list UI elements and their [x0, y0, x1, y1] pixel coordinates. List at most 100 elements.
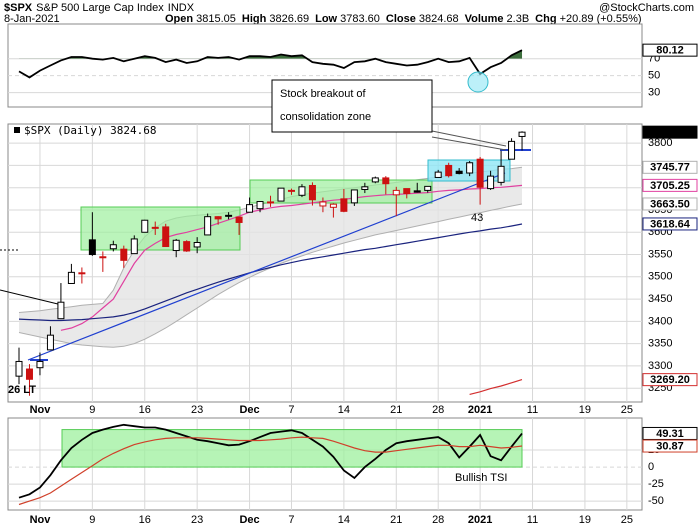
legend: $SPX (Daily) 3824.68: [24, 124, 156, 137]
callout-arrow: [431, 130, 507, 147]
value-box: [642, 160, 698, 174]
candle-body: [434, 171, 442, 178]
stat-label: Volume: [465, 13, 504, 25]
header-title: $SPX S&P 500 Large Cap Index INDX: [4, 2, 195, 14]
x-tick-label: Dec: [239, 404, 259, 416]
x-tick-label: 11: [527, 404, 538, 416]
candle-body: [151, 226, 159, 229]
candle-body: [214, 216, 222, 220]
y-tick-label: 3400: [648, 315, 672, 327]
candle-body: [340, 198, 348, 212]
series-line: [18, 49, 523, 79]
source: @StockCharts.com: [599, 2, 694, 14]
x-tick-label: 11: [527, 514, 538, 526]
candle-body: [256, 201, 264, 210]
value-box: [642, 426, 698, 440]
candle-body: [246, 204, 254, 213]
x-tick-label: Nov: [30, 514, 52, 526]
candle-body: [287, 189, 295, 192]
consolidation-zone: [80, 206, 241, 251]
stat-value: 3826.69: [269, 13, 309, 25]
stat-label: Close: [386, 13, 416, 25]
x-tick-label: 23: [191, 404, 203, 416]
rsi-note: 43: [471, 212, 483, 224]
candle-body: [455, 170, 463, 174]
candle-body: [329, 203, 337, 208]
candle-body: [25, 368, 33, 380]
candle-body: [57, 301, 65, 320]
candle-body: [308, 184, 316, 201]
value-box: [642, 373, 698, 387]
overlay-line: [18, 223, 523, 322]
value-box-label: 3663.50: [650, 198, 690, 210]
index-name: S&P 500 Large Cap Index: [36, 2, 164, 14]
candle-body: [99, 256, 107, 259]
callout-text: Stock breakout of: [280, 88, 367, 100]
value-box-label: 80.12: [656, 45, 684, 57]
candle-body: [403, 188, 411, 195]
candle-body: [476, 158, 484, 188]
tsi-panel: [7, 417, 643, 511]
y-tick-label: 70: [648, 53, 660, 65]
y-tick-label: 50: [648, 70, 660, 82]
x-tick-label: 23: [191, 514, 203, 526]
candle-body: [371, 177, 379, 183]
stat-label: High: [242, 13, 267, 25]
symbol: $SPX: [4, 2, 33, 14]
candle-body: [15, 360, 23, 377]
y-tick-label: 3350: [648, 338, 672, 350]
x-tick-label: Dec: [239, 514, 259, 526]
candle-body: [267, 201, 275, 204]
x-tick-label: 28: [432, 514, 444, 526]
x-tick-label: 2021: [468, 404, 492, 416]
candle-body: [319, 201, 327, 207]
y-tick-label: 3800: [648, 137, 672, 149]
candle-body: [141, 219, 149, 233]
value-box-label: 3824.68: [650, 127, 690, 139]
value-box: [642, 178, 698, 192]
y-tick-label: -50: [648, 495, 664, 507]
candle-body: [78, 272, 86, 275]
candle-body: [518, 131, 526, 137]
candle-body: [183, 241, 191, 252]
x-tick-label: 21: [390, 514, 402, 526]
series-line: [18, 423, 523, 499]
candle-body: [424, 185, 432, 191]
stat-label: Low: [315, 13, 337, 25]
rsi-highlight: [467, 71, 489, 93]
callout-box: [271, 79, 433, 133]
y-tick-label: 30: [648, 87, 660, 99]
candle-body: [445, 164, 453, 177]
x-tick-label: 25: [621, 514, 633, 526]
value-box-label: 3269.20: [650, 374, 690, 386]
stat-label: Open: [165, 13, 193, 25]
date: 8-Jan-2021: [4, 13, 60, 25]
value-box: [642, 125, 698, 139]
candle-body: [193, 242, 201, 248]
x-tick-label: 28: [432, 404, 444, 416]
exchange: INDX: [168, 2, 195, 14]
candle-body: [162, 226, 170, 248]
value-box: [642, 217, 698, 231]
candle-body: [88, 239, 96, 256]
x-tick-label: 21: [390, 404, 402, 416]
stat-value: 2.3B: [507, 13, 530, 25]
x-tick-label: 2021: [468, 514, 492, 526]
x-tick-label: 9: [89, 514, 95, 526]
support-label: 26 LT: [8, 384, 36, 396]
value-box-label: 30.87: [656, 440, 684, 452]
value-box-label: 49.31: [656, 428, 684, 440]
candle-body: [361, 186, 369, 190]
y-tick-label: 3550: [648, 248, 672, 260]
callout-text: consolidation zone: [280, 111, 371, 123]
stat-value: 3783.60: [340, 13, 380, 25]
candle-body: [130, 238, 138, 255]
candle-body: [298, 186, 306, 196]
x-tick-label: 7: [288, 514, 294, 526]
stat-label: Chg: [535, 13, 556, 25]
candle-body: [120, 248, 128, 261]
x-tick-label: 7: [288, 404, 294, 416]
trendline: [27, 172, 506, 361]
value-box: [642, 197, 698, 211]
x-tick-label: Nov: [30, 404, 52, 416]
